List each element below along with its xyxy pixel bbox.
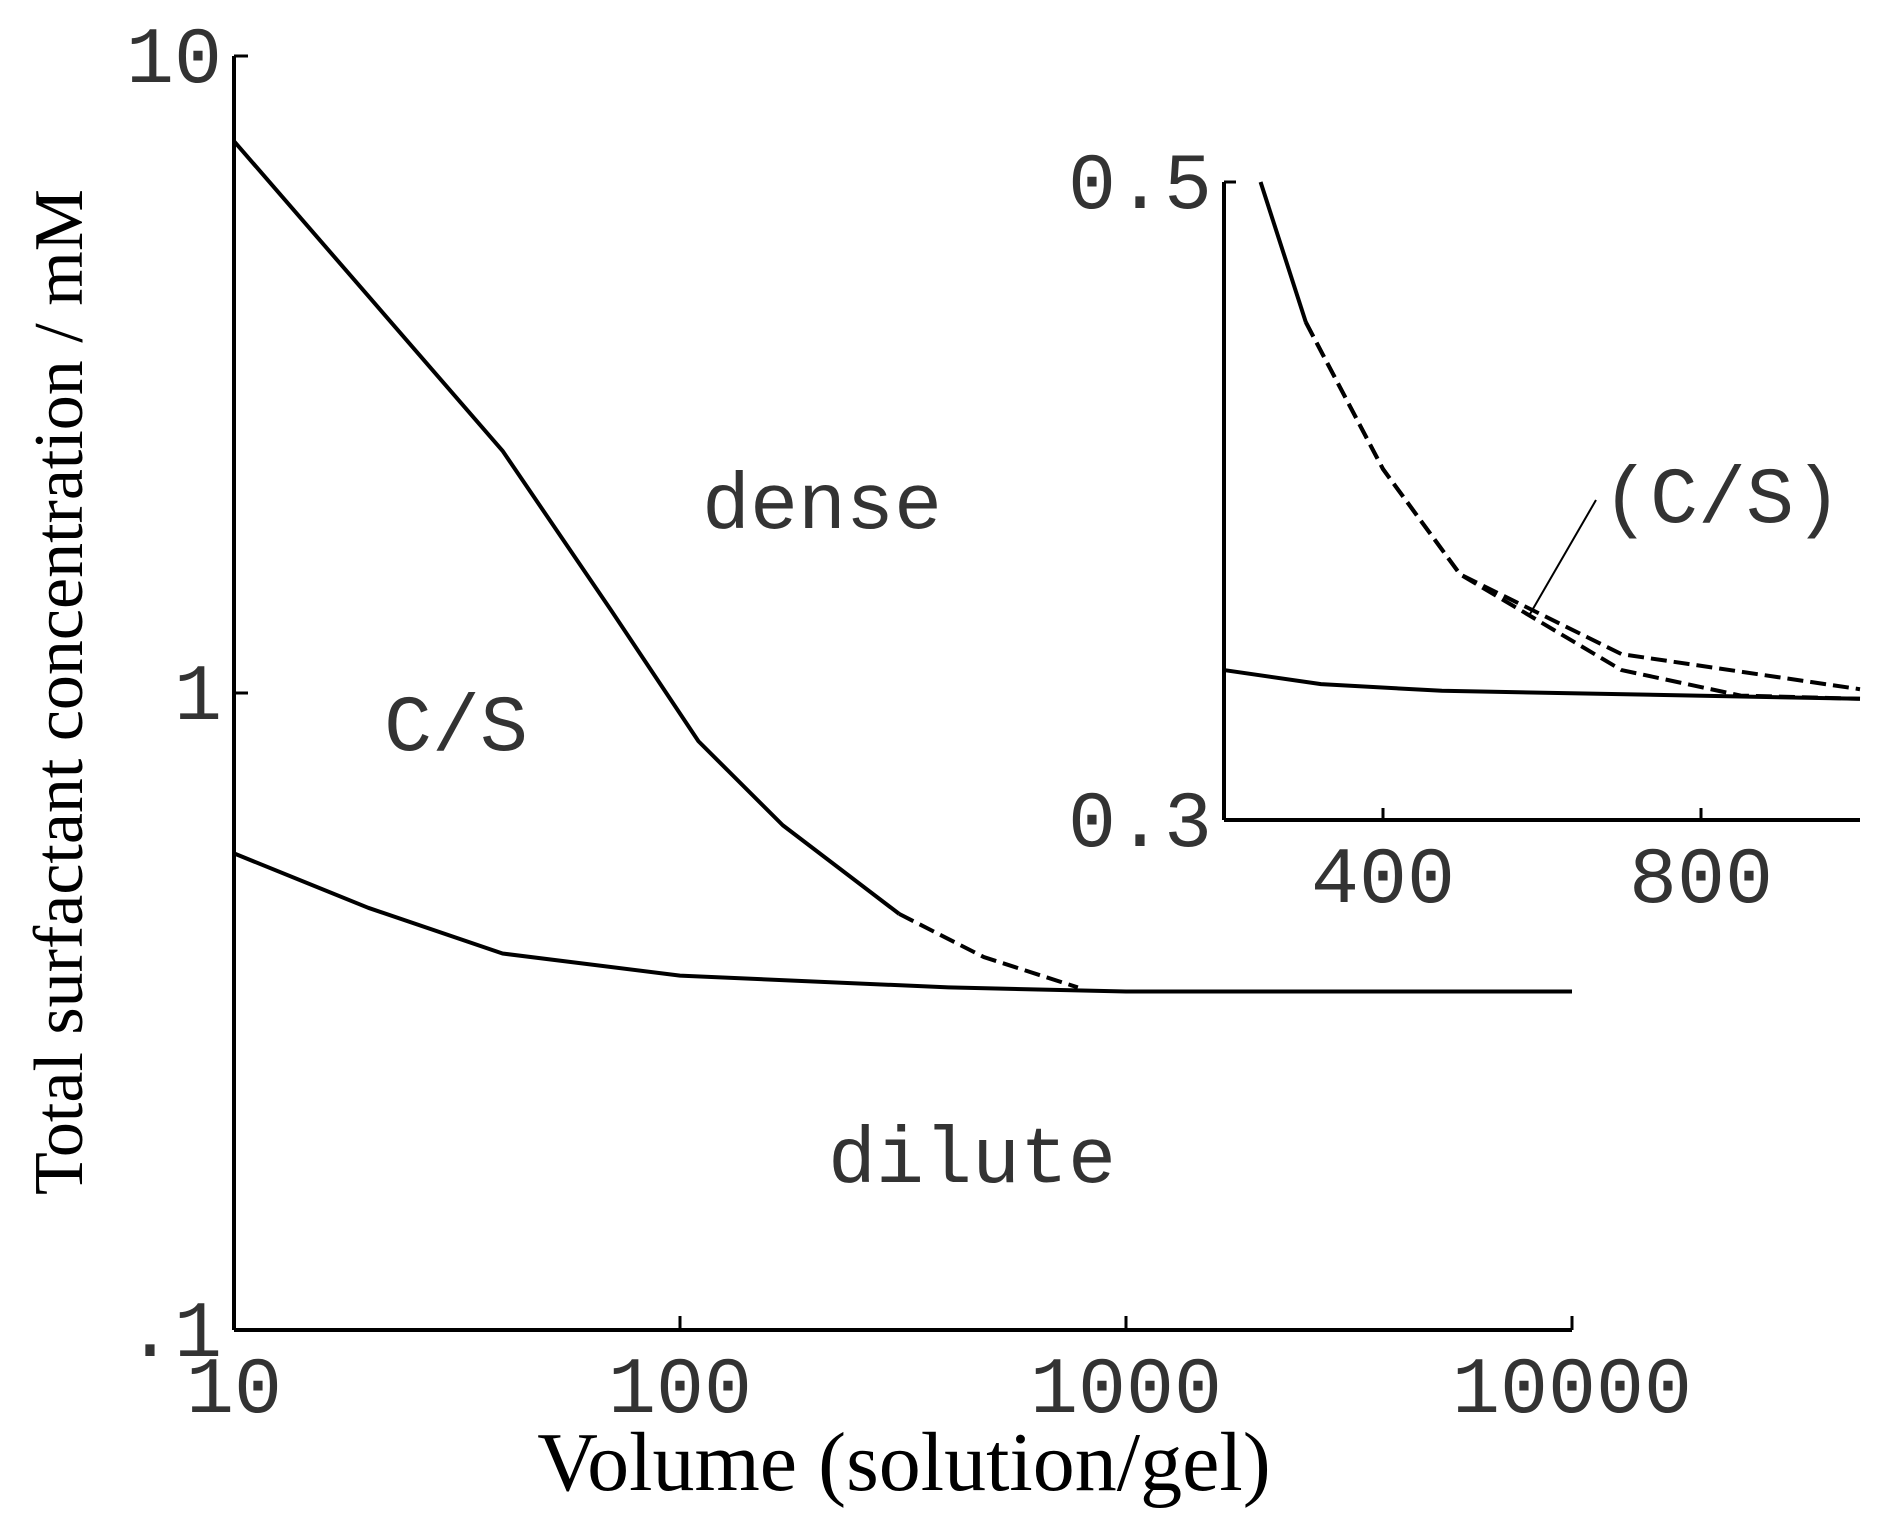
- y-tick-label: 1: [174, 653, 222, 744]
- series-line: [1258, 181, 1308, 323]
- annotation: (C/S): [1602, 456, 1842, 547]
- series-line: [1304, 321, 1861, 692]
- annotation: dense: [702, 462, 942, 553]
- y-tick-label: .1: [126, 1290, 222, 1381]
- annotation: C/S: [384, 684, 528, 775]
- series-line: [898, 912, 1079, 990]
- x-tick-label: 800: [1629, 836, 1773, 927]
- x-tick-label: 1000: [1030, 1346, 1222, 1437]
- annotation: dilute: [828, 1116, 1116, 1207]
- x-tick-label: 10: [186, 1346, 282, 1437]
- y-tick-label: 0.3: [1068, 780, 1212, 871]
- series-line: [233, 851, 1572, 994]
- x-tick-label: 100: [608, 1346, 752, 1437]
- x-axis-title: Volume (solution/gel): [537, 1416, 1270, 1509]
- y-tick-label: 10: [126, 16, 222, 107]
- y-tick-label: 0.5: [1068, 142, 1212, 233]
- x-tick-label: 10000: [1452, 1346, 1692, 1437]
- x-tick-label: 400: [1311, 836, 1455, 927]
- annotation-leader: [1529, 499, 1597, 615]
- series-line: [1223, 668, 1861, 701]
- y-axis-title: Total surfactant concentration / mM: [21, 189, 98, 1195]
- series-line: [232, 139, 901, 916]
